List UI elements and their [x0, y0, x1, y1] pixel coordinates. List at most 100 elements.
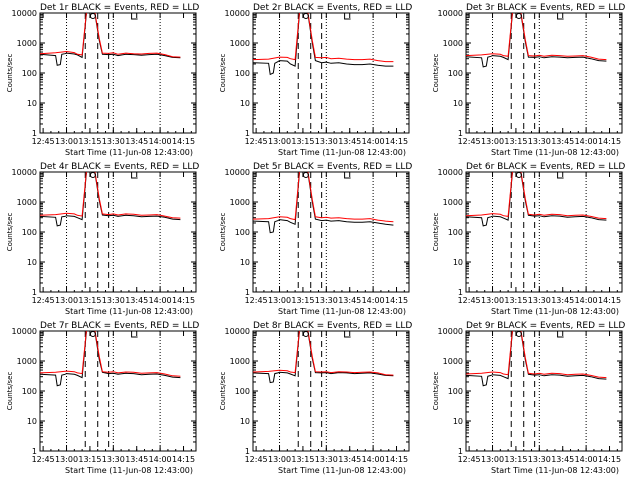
x-tick-label: 13:00: [481, 137, 504, 146]
series-line-lld: [466, 13, 607, 61]
series-line-events: [466, 13, 607, 68]
x-tick-label: 13:30: [102, 137, 125, 146]
chart-title: Det 9r BLACK = Events, RED = LLD: [466, 321, 625, 331]
series-line-lld: [40, 13, 181, 58]
y-axis-label: Counts/sec: [219, 54, 227, 93]
series-line-lld: [40, 172, 181, 219]
chart-title: Det 6r BLACK = Events, RED = LLD: [466, 162, 625, 172]
y-tick-label: 1: [458, 447, 463, 456]
x-tick-label: 12:45: [32, 296, 55, 305]
x-axis-label: Start Time (11-Jun-08 12:43:00): [65, 466, 193, 475]
y-tick-label: 10: [240, 258, 250, 267]
chart-title: Det 8r BLACK = Events, RED = LLD: [253, 321, 412, 331]
x-tick-label: 13:45: [125, 296, 148, 305]
chart-panel-7: Det 7r BLACK = Events, RED = LLD 1 10 100 10…: [6, 321, 199, 475]
y-tick-label: 100: [235, 228, 250, 237]
series-line-events: [253, 13, 394, 76]
plot-frame: [465, 171, 623, 293]
x-tick-label: 13:00: [55, 455, 78, 464]
x-tick-label: 14:00: [149, 137, 172, 146]
y-tick-label: 1: [32, 288, 37, 297]
x-tick-label: 13:45: [551, 137, 574, 146]
x-tick-label: 14:00: [575, 296, 598, 305]
y-axis-label: Counts/sec: [6, 372, 14, 411]
y-tick-label: 100: [235, 69, 250, 78]
y-axis-label: Counts/sec: [432, 54, 440, 93]
chart-panel-1: Det 1r BLACK = Events, RED = LLD 1 10 100 10…: [6, 3, 199, 157]
y-tick-label: 100: [22, 387, 37, 396]
x-axis-label: Start Time (11-Jun-08 12:43:00): [491, 307, 619, 316]
y-tick-label: 10: [27, 99, 37, 108]
x-tick-label: 13:45: [125, 137, 148, 146]
series-line-lld: [466, 172, 607, 220]
x-axis-label: Start Time (11-Jun-08 12:43:00): [278, 307, 406, 316]
saturation-marker: [515, 13, 522, 19]
x-tick-label: 13:15: [291, 455, 314, 464]
x-tick-label: 12:45: [32, 137, 55, 146]
x-tick-label: 13:15: [504, 137, 527, 146]
x-tick-label: 13:15: [78, 137, 101, 146]
x-tick-label: 13:00: [481, 296, 504, 305]
plot-frame: [252, 171, 410, 293]
y-tick-label: 1000: [443, 39, 463, 48]
x-tick-label: 13:30: [315, 296, 338, 305]
plot-frame: [39, 171, 197, 293]
x-tick-label: 13:45: [338, 455, 361, 464]
series-line-events: [466, 331, 607, 387]
x-tick-label: 14:15: [172, 296, 195, 305]
y-tick-label: 10000: [438, 9, 463, 18]
x-tick-label: 14:15: [598, 296, 621, 305]
y-tick-label: 10: [240, 417, 250, 426]
x-tick-label: 14:00: [575, 455, 598, 464]
y-tick-label: 1: [245, 129, 250, 138]
chart-title: Det 4r BLACK = Events, RED = LLD: [40, 162, 199, 172]
x-axis-label: Start Time (11-Jun-08 12:43:00): [65, 307, 193, 316]
y-tick-label: 1000: [230, 39, 250, 48]
y-tick-label: 1: [245, 288, 250, 297]
corner-marker: [344, 331, 351, 338]
x-tick-label: 13:45: [551, 296, 574, 305]
x-tick-label: 13:15: [78, 455, 101, 464]
y-tick-label: 10000: [225, 327, 250, 336]
y-tick-label: 1: [458, 129, 463, 138]
x-tick-label: 13:30: [315, 455, 338, 464]
x-tick-label: 14:15: [172, 137, 195, 146]
y-tick-label: 10: [453, 99, 463, 108]
x-tick-label: 13:30: [102, 455, 125, 464]
x-tick-label: 12:45: [245, 137, 268, 146]
chart-panel-8: Det 8r BLACK = Events, RED = LLD 1 10 100 10…: [219, 321, 412, 475]
chart-panel-2: Det 2r BLACK = Events, RED = LLD 1 10 100 10…: [219, 3, 412, 157]
y-axis-label: Counts/sec: [6, 54, 14, 93]
x-tick-label: 12:45: [458, 296, 481, 305]
corner-marker: [131, 13, 138, 20]
plot-frame: [252, 330, 410, 452]
x-axis-label: Start Time (11-Jun-08 12:43:00): [278, 148, 406, 157]
y-axis-label: Counts/sec: [432, 372, 440, 411]
y-tick-label: 1: [32, 129, 37, 138]
plot-frame: [252, 12, 410, 134]
chart-panel-5: Det 5r BLACK = Events, RED = LLD 1 10 100 10…: [219, 162, 412, 316]
corner-marker: [344, 172, 351, 179]
x-tick-label: 13:00: [268, 137, 291, 146]
y-tick-label: 10: [27, 417, 37, 426]
saturation-marker: [302, 172, 309, 178]
chart-title: Det 3r BLACK = Events, RED = LLD: [466, 3, 625, 13]
y-tick-label: 10000: [438, 327, 463, 336]
x-tick-label: 13:00: [55, 296, 78, 305]
x-tick-label: 14:15: [598, 137, 621, 146]
y-tick-label: 100: [235, 387, 250, 396]
y-tick-label: 1000: [443, 198, 463, 207]
x-tick-label: 12:45: [245, 455, 268, 464]
x-tick-label: 13:30: [528, 296, 551, 305]
chart-title: Det 2r BLACK = Events, RED = LLD: [253, 3, 412, 13]
x-axis-label: Start Time (11-Jun-08 12:43:00): [65, 148, 193, 157]
plot-frame: [465, 330, 623, 452]
y-tick-label: 10: [453, 258, 463, 267]
corner-marker: [131, 331, 138, 338]
y-tick-label: 10: [240, 99, 250, 108]
series-line-lld: [253, 331, 394, 376]
chart-title: Det 7r BLACK = Events, RED = LLD: [40, 321, 199, 331]
series-line-events: [40, 172, 181, 227]
x-tick-label: 14:00: [149, 296, 172, 305]
